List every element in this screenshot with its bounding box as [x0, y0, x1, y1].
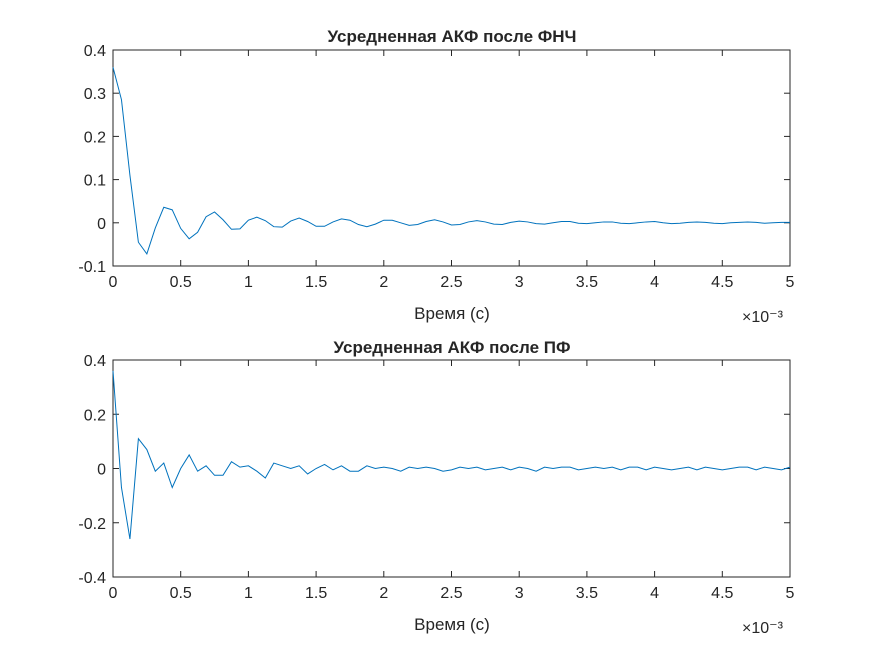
x-exponent-label: ×10⁻³ [742, 620, 784, 637]
chart-title: Усредненная АКФ после ПФ [334, 338, 571, 357]
y-tick-label: -0.4 [78, 570, 106, 587]
y-tick-label: 0 [97, 462, 106, 479]
series-line [112, 67, 790, 255]
subplot-lowpass: Усредненная АКФ после ФНЧ 0 0.5 1 1.5 2 2.5 3 3… [78, 27, 794, 326]
x-tick-label: 1.5 [305, 585, 327, 602]
x-tick-label: 0 [109, 585, 118, 602]
plot-area [112, 359, 791, 578]
x-tick-label: 3 [515, 274, 524, 291]
x-tick-label: 5 [786, 585, 795, 602]
chart-title: Усредненная АКФ после ФНЧ [328, 27, 577, 46]
y-tick-label: 0.4 [84, 353, 106, 370]
x-axis: 0 0.5 1 1.5 2 2.5 3 3.5 4 4.5 5 [109, 50, 795, 291]
plot-area [112, 49, 791, 267]
x-axis: 0 0.5 1 1.5 2 2.5 3 3.5 4 4.5 5 [109, 360, 795, 602]
y-axis: -0.1 0 0.1 0.2 0.3 0.4 [78, 43, 790, 276]
y-axis: -0.4 -0.2 0 0.2 0.4 [78, 353, 790, 587]
y-tick-label: 0.3 [84, 86, 106, 103]
x-tick-label: 0.5 [170, 274, 192, 291]
y-tick-label: -0.1 [78, 259, 106, 276]
x-tick-label: 2.5 [440, 274, 462, 291]
series-line [112, 370, 791, 540]
y-tick-label: -0.2 [78, 516, 106, 533]
x-tick-label: 3.5 [576, 585, 598, 602]
x-tick-label: 3.5 [576, 274, 598, 291]
x-tick-label: 4.5 [711, 585, 733, 602]
x-tick-label: 5 [786, 274, 795, 291]
x-tick-label: 2 [379, 274, 388, 291]
x-tick-label: 1.5 [305, 274, 327, 291]
x-tick-label: 2.5 [440, 585, 462, 602]
y-tick-label: 0.2 [84, 129, 106, 146]
y-tick-label: 0.1 [84, 173, 106, 190]
x-exponent-label: ×10⁻³ [742, 309, 784, 326]
x-tick-label: 1 [244, 274, 253, 291]
x-tick-label: 4 [650, 274, 659, 291]
x-tick-label: 3 [515, 585, 524, 602]
x-tick-label: 0.5 [170, 585, 192, 602]
x-tick-label: 4 [650, 585, 659, 602]
subplot-bandpass: Усредненная АКФ после ПФ 0 0.5 1 1.5 2 2.5 3 3.… [78, 338, 794, 637]
y-tick-label: 0 [97, 216, 106, 233]
x-tick-label: 4.5 [711, 274, 733, 291]
x-tick-label: 1 [244, 585, 253, 602]
x-tick-label: 2 [379, 585, 388, 602]
y-tick-label: 0.2 [84, 407, 106, 424]
y-tick-label: 0.4 [84, 43, 106, 60]
x-tick-label: 0 [109, 274, 118, 291]
x-axis-label: Время (с) [414, 615, 490, 634]
x-axis-label: Время (с) [414, 304, 490, 323]
